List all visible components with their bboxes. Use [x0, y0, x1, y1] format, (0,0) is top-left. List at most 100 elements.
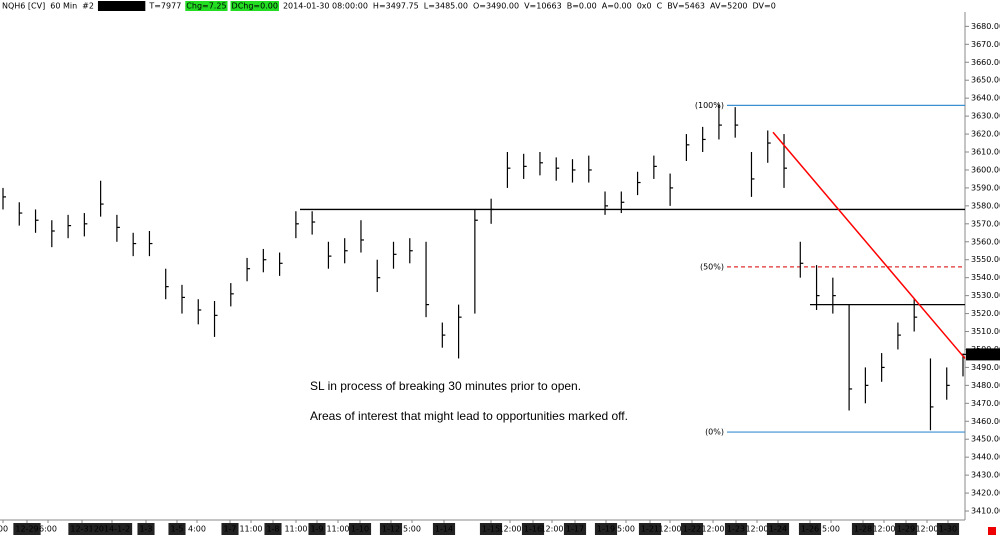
y-tick-label: 3530.00 — [971, 291, 1000, 300]
x-tick-label: 12:00 — [701, 525, 724, 534]
x-tick-label: 1-10 — [351, 525, 369, 534]
last-price-box — [966, 348, 1000, 361]
y-tick-label: 3490.00 — [971, 363, 1000, 372]
x-label-box — [91, 523, 133, 535]
y-tick-label: 3640.00 — [971, 94, 1000, 103]
x-label-box — [264, 523, 282, 535]
status-marker — [988, 527, 996, 535]
header-item: AV=5200 — [710, 2, 748, 11]
x-tick-label: 12-29 — [15, 525, 38, 534]
y-tick-label: 3430.00 — [971, 471, 1000, 480]
x-tick-label: 11:00 — [239, 525, 262, 534]
x-tick-label: 5:00 — [617, 525, 635, 534]
y-tick-label: 3470.00 — [971, 399, 1000, 408]
x-label-box — [68, 523, 96, 535]
x-label-box — [13, 523, 41, 535]
header-item: C=3497.25 — [99, 2, 144, 11]
x-tick-label: 1-19 — [597, 525, 615, 534]
header-item: O=3490.00 — [473, 2, 519, 11]
x-label-box — [894, 523, 918, 535]
x-tick-label: 1-26 — [801, 525, 819, 534]
x-tick-label: 11:00 — [284, 525, 307, 534]
x-label-box — [798, 523, 822, 535]
x-tick-label: 5:00 — [403, 525, 421, 534]
x-label-box — [521, 523, 545, 535]
x-tick-label: 1-17 — [566, 525, 584, 534]
y-tick-label: 3600.00 — [971, 165, 1000, 174]
fib-label: (100%) — [695, 101, 724, 110]
y-tick-label: 3580.00 — [971, 201, 1000, 210]
header-item: Chg=7.25 — [186, 2, 226, 11]
header-item: 0x0 — [637, 2, 652, 11]
x-label-box — [479, 523, 503, 535]
x-tick-label: 11:00 — [326, 525, 349, 534]
x-tick-label: 1-15 — [482, 525, 500, 534]
x-label-box — [936, 523, 960, 535]
fib-label: (0%) — [705, 428, 724, 437]
x-label-box — [851, 523, 875, 535]
y-tick-label: 3680.00 — [971, 22, 1000, 31]
y-tick-label: 3410.00 — [971, 507, 1000, 516]
y-tick-label: 3650.00 — [971, 76, 1000, 85]
x-label-box — [221, 523, 239, 535]
header-item: B=0.00 — [567, 2, 597, 11]
x-label-box — [379, 523, 403, 535]
x-tick-label: 1-12 — [382, 525, 400, 534]
x-tick-label: 12:00 — [745, 525, 768, 534]
y-tick-label: 3420.00 — [971, 489, 1000, 498]
y-tick-label: 3560.00 — [971, 237, 1000, 246]
x-tick-label: 00 — [0, 525, 8, 534]
x-label-box — [594, 523, 618, 535]
x-tick-label: 5:00 — [822, 525, 840, 534]
x-tick-label: 12:00 — [498, 525, 521, 534]
x-tick-label: 1-21 — [641, 525, 659, 534]
annotation: Areas of interest that might lead to opp… — [310, 409, 628, 423]
y-tick-label: 3440.00 — [971, 453, 1000, 462]
header-item: L=3485.00 — [424, 2, 468, 11]
last-price-label: 3497.25 — [968, 350, 1000, 359]
y-tick-label: 3510.00 — [971, 327, 1000, 336]
header-item: T=7977 — [148, 2, 181, 11]
y-tick-label: 3670.00 — [971, 40, 1000, 49]
x-tick-label: 1-7 — [223, 525, 236, 534]
x-tick-label: 1-29 — [897, 525, 915, 534]
header-item: 60 Min — [50, 2, 77, 11]
x-tick-label: 1-22 — [683, 525, 701, 534]
x-tick-label: 12-31 — [70, 525, 93, 534]
y-tick-label: 3460.00 — [971, 417, 1000, 426]
x-label-box — [766, 523, 790, 535]
x-label-box — [168, 523, 186, 535]
header-item: DV=0 — [753, 2, 776, 11]
x-tick-label: 1-23 — [727, 525, 745, 534]
header-item: C — [657, 2, 663, 11]
x-tick-label: 12:00 — [658, 525, 681, 534]
x-tick-label: 1-3 — [139, 525, 152, 534]
y-tick-label: 3610.00 — [971, 148, 1000, 157]
header-item: #2 — [82, 2, 94, 11]
y-tick-label: 3570.00 — [971, 219, 1000, 228]
x-tick-label: 1-30 — [939, 525, 957, 534]
x-tick-label: 1-16 — [524, 525, 542, 534]
x-tick-label: 1-28 — [854, 525, 872, 534]
x-tick-label: 1-5 — [170, 525, 183, 534]
y-tick-label: 3520.00 — [971, 309, 1000, 318]
y-tick-label: 3480.00 — [971, 381, 1000, 390]
x-label-box — [348, 523, 372, 535]
x-label-box — [137, 523, 155, 535]
x-tick-label: 12:00 — [915, 525, 938, 534]
x-tick-label: 2014-1-2 — [94, 525, 130, 534]
y-tick-label: 3450.00 — [971, 435, 1000, 444]
header-item: V=10663 — [524, 2, 562, 11]
y-tick-label: 3590.00 — [971, 183, 1000, 192]
header-item: 2014-01-30 08:00:00 — [283, 2, 368, 11]
fib-label: (50%) — [700, 262, 724, 271]
x-tick-label: 12:00 — [540, 525, 563, 534]
x-label-box — [680, 523, 704, 535]
header-highlight — [185, 1, 228, 11]
header-highlight — [97, 1, 146, 11]
trendline — [772, 131, 966, 359]
y-tick-label: 3540.00 — [971, 273, 1000, 282]
x-label-box — [308, 523, 326, 535]
